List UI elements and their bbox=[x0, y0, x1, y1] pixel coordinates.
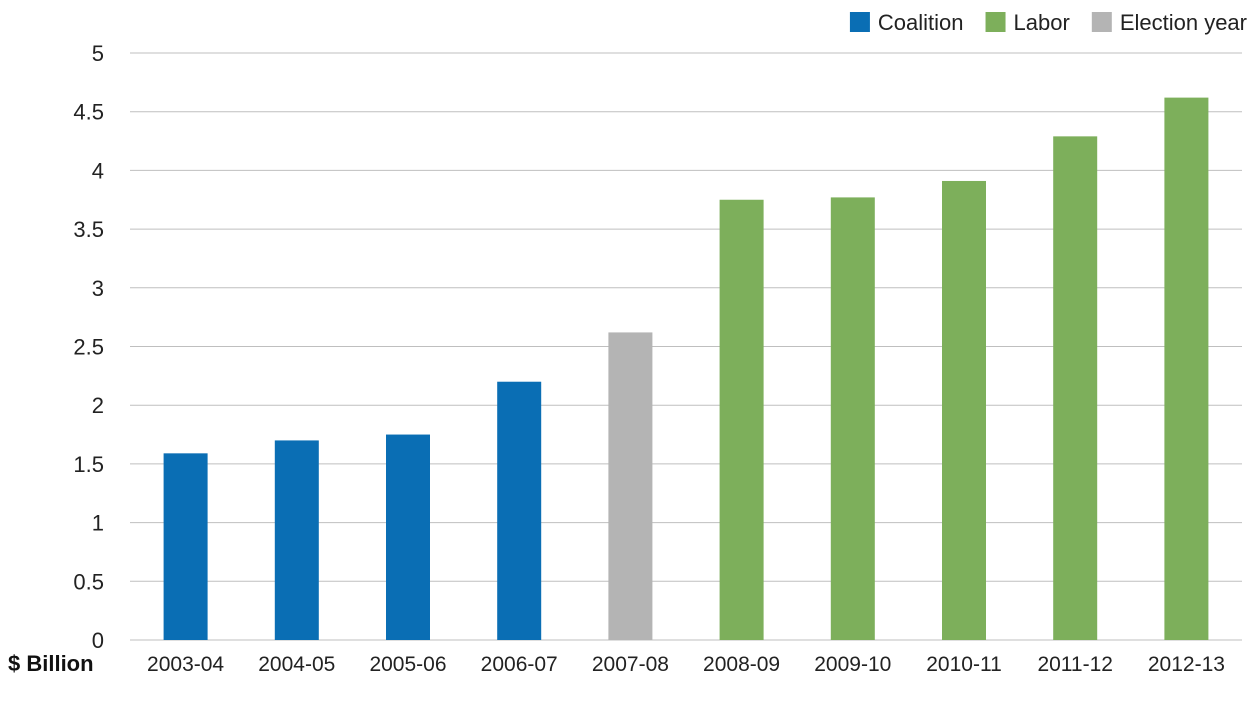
y-tick-label: 4 bbox=[92, 158, 104, 183]
legend-label: Labor bbox=[1014, 10, 1070, 35]
x-tick-label: 2007-08 bbox=[592, 653, 669, 676]
y-tick-label: 3 bbox=[92, 276, 104, 301]
y-tick-label: 0.5 bbox=[73, 569, 104, 594]
y-tick-label: 1 bbox=[92, 511, 104, 536]
legend-swatch bbox=[985, 12, 1006, 32]
unit-label: $ Billion bbox=[8, 651, 94, 676]
x-tick-label: 2010-11 bbox=[926, 653, 1002, 676]
bar-2006-07 bbox=[497, 381, 542, 640]
x-tick-label: 2008-09 bbox=[703, 653, 780, 676]
x-tick-label: 2009-10 bbox=[814, 653, 891, 676]
legend-item-labor: Labor bbox=[985, 10, 1070, 35]
x-axis-tick-labels: 2003-04 2004-05 2005-06 2006-07 2007-08 2008-… bbox=[147, 653, 1225, 676]
bar-2010-11 bbox=[942, 180, 986, 640]
y-tick-label: 3.5 bbox=[73, 217, 104, 242]
y-tick-label: 4.5 bbox=[73, 100, 104, 125]
x-tick-label: 2012-13 bbox=[1148, 653, 1225, 676]
legend-label: Election year bbox=[1120, 10, 1247, 35]
y-tick-label: 0 bbox=[92, 628, 104, 653]
bar-2004-05 bbox=[274, 440, 319, 640]
x-tick-label: 2003-04 bbox=[147, 653, 224, 676]
bar-2011-12 bbox=[1053, 136, 1098, 640]
bar-2012-13 bbox=[1164, 97, 1209, 640]
y-axis-tick-labels: 0 0.5 1 1.5 2 2.5 3 3.5 4 4.5 5 bbox=[73, 41, 104, 653]
legend: Coalition Labor Election year bbox=[849, 10, 1247, 35]
x-tick-label: 2005-06 bbox=[369, 653, 446, 676]
bar-2003-04 bbox=[163, 453, 208, 640]
legend-item-election-year: Election year bbox=[1091, 10, 1247, 35]
y-tick-label: 2 bbox=[92, 393, 104, 418]
bar-2009-10 bbox=[830, 197, 875, 641]
x-tick-label: 2011-12 bbox=[1037, 653, 1113, 676]
x-tick-label: 2004-05 bbox=[258, 653, 335, 676]
legend-item-coalition: Coalition bbox=[849, 10, 964, 35]
bar-2008-09 bbox=[719, 199, 764, 640]
legend-swatch bbox=[1091, 12, 1112, 32]
y-tick-label: 1.5 bbox=[73, 452, 104, 477]
bar-2005-06 bbox=[386, 434, 430, 640]
legend-label: Coalition bbox=[878, 10, 964, 35]
y-tick-label: 2.5 bbox=[73, 335, 104, 360]
y-tick-label: 5 bbox=[92, 41, 104, 66]
bar-2007-08 bbox=[608, 332, 653, 640]
x-tick-label: 2006-07 bbox=[481, 653, 558, 676]
legend-swatch bbox=[849, 12, 870, 32]
bars bbox=[163, 97, 1209, 641]
